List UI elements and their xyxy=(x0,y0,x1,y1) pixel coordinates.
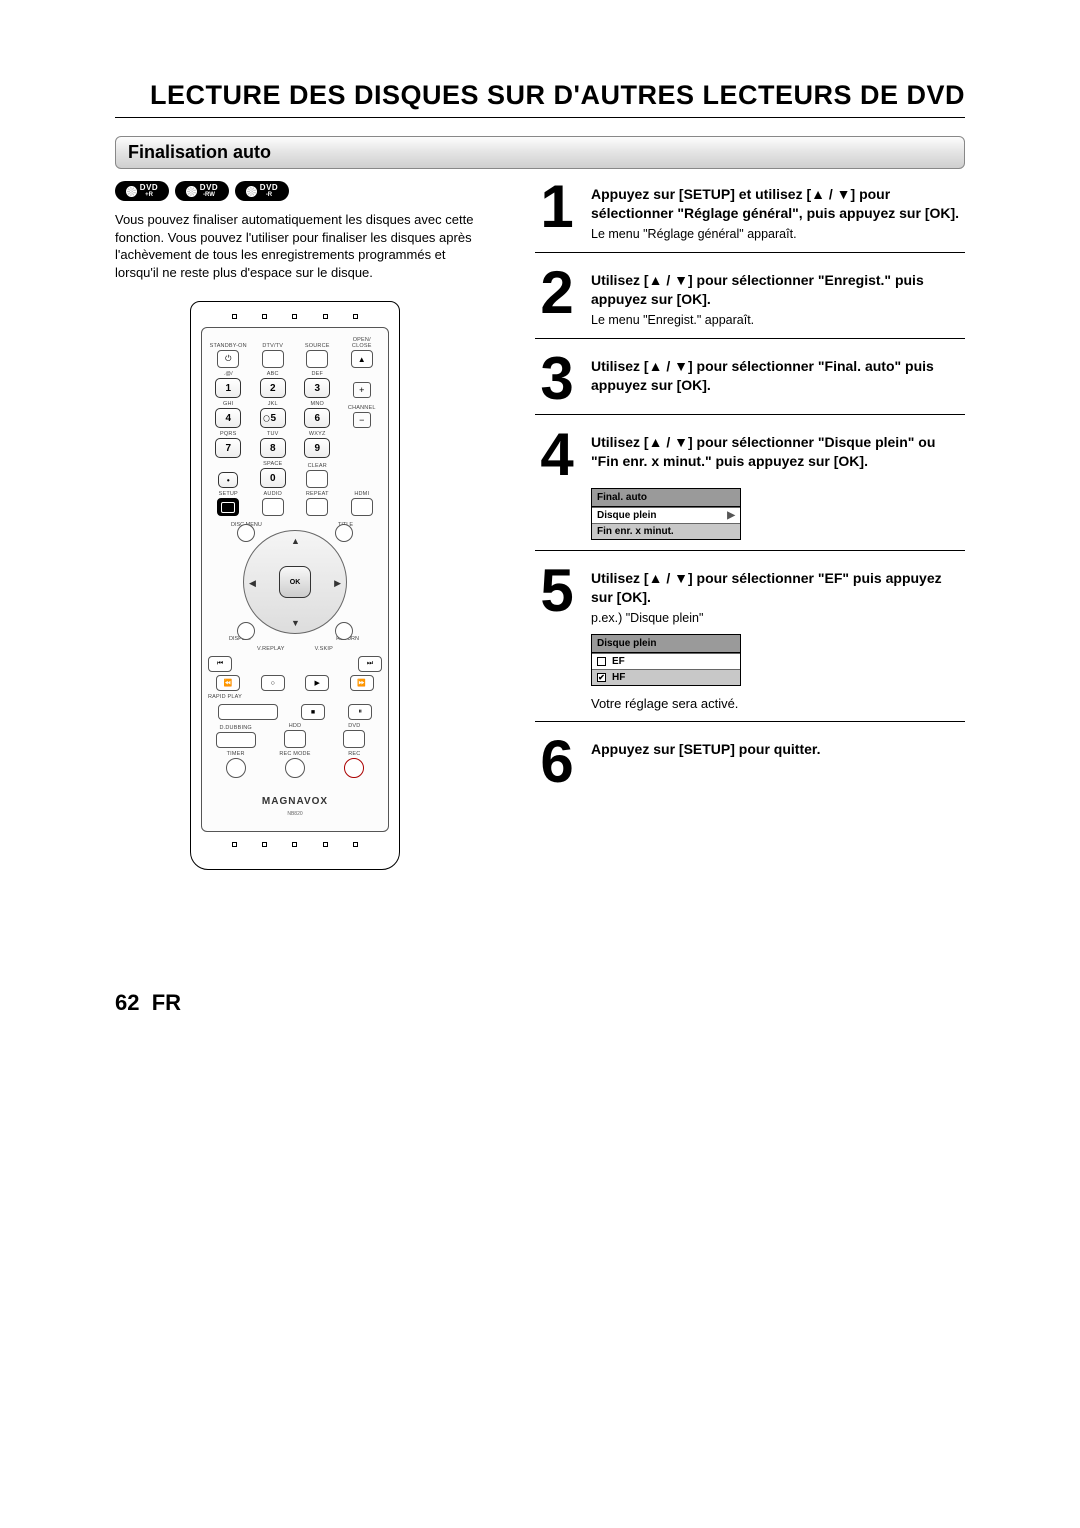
menu-mockup: Disque pleinEF✔HF xyxy=(591,634,741,686)
menu-mockup: Final. autoDisque plein▶Fin enr. x minut… xyxy=(591,488,741,540)
step-instruction: Appuyez sur [SETUP] et utilisez [▲ / ▼] … xyxy=(591,185,965,223)
step-instruction: Utilisez [▲ / ▼] pour sélectionner "Disq… xyxy=(591,433,965,471)
step-2: 2 Utilisez [▲ / ▼] pour sélectionner "Enr… xyxy=(535,267,965,339)
step-number: 6 xyxy=(535,736,579,787)
step-6: 6 Appuyez sur [SETUP] pour quitter. xyxy=(535,736,965,797)
step-5: 5 Utilisez [▲ / ▼] pour sélectionner "EF"… xyxy=(535,565,965,722)
step-after-note: Votre réglage sera activé. xyxy=(591,696,965,711)
step-note: p.ex.) "Disque plein" xyxy=(591,610,965,626)
section-heading: Finalisation auto xyxy=(115,136,965,169)
step-note: Le menu "Réglage général" apparaît. xyxy=(591,226,965,242)
step-1: 1 Appuyez sur [SETUP] et utilisez [▲ / ▼]… xyxy=(535,181,965,253)
steps-list: 1 Appuyez sur [SETUP] et utilisez [▲ / ▼]… xyxy=(535,181,965,870)
step-number: 1 xyxy=(535,181,579,232)
step-3: 3 Utilisez [▲ / ▼] pour sélectionner "Fin… xyxy=(535,353,965,415)
intro-text: Vous pouvez finaliser automatiquement le… xyxy=(115,211,475,281)
step-4: 4 Utilisez [▲ / ▼] pour sélectionner "Dis… xyxy=(535,429,965,551)
dvd-badges: DVD+RDVD-RWDVD-R xyxy=(115,181,475,201)
step-instruction: Utilisez [▲ / ▼] pour sélectionner "Fina… xyxy=(591,357,965,395)
step-number: 4 xyxy=(535,429,579,480)
remote-illustration: STANDBY-ON⏻ DTV/TV SOURCE OPEN/ CLOSE▲ .… xyxy=(190,301,400,870)
step-note: Le menu "Enregist." apparaît. xyxy=(591,312,965,328)
step-instruction: Appuyez sur [SETUP] pour quitter. xyxy=(591,740,965,759)
step-instruction: Utilisez [▲ / ▼] pour sélectionner "EF" … xyxy=(591,569,965,607)
step-number: 3 xyxy=(535,353,579,404)
step-number: 2 xyxy=(535,267,579,318)
step-number: 5 xyxy=(535,565,579,616)
step-instruction: Utilisez [▲ / ▼] pour sélectionner "Enre… xyxy=(591,271,965,309)
page-title: LECTURE DES DISQUES SUR D'AUTRES LECTEUR… xyxy=(115,80,965,118)
page-footer: 62 FR xyxy=(115,990,965,1016)
